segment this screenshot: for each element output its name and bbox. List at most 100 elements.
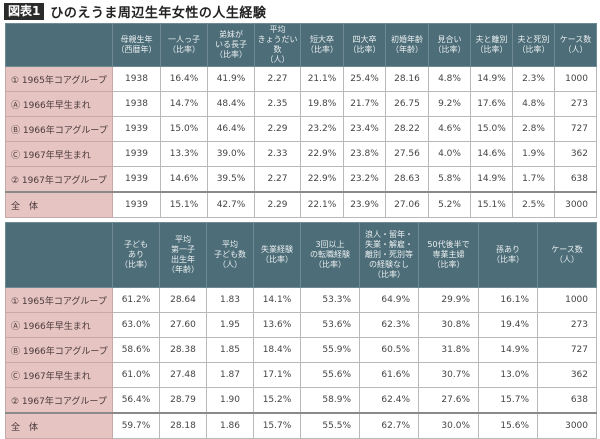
- column-header-line: いる長子: [215, 40, 247, 49]
- table-life-experience-2: 子ども あり （比率） 平均 第一子 出生年 （年齢） 平均 子ども数 （人） 失業経験 （比率） 3回…: [5, 222, 597, 439]
- table-cell: 23.2%: [343, 166, 386, 193]
- table-cell: 46.4%: [207, 116, 255, 142]
- table-cell: 21.7%: [343, 91, 386, 117]
- table-cell: 5.8%: [428, 166, 471, 193]
- row-label: 全 体: [5, 412, 113, 439]
- column-header: 50代後半で 専業主婦 （比率）: [418, 222, 479, 288]
- table-cell: 15.0%: [470, 116, 513, 142]
- column-header: 夫と離別 （比率）: [470, 23, 513, 67]
- column-header-line: （年齢）: [391, 45, 423, 54]
- table-row: Ⓑ 1966年コアグループ 1939 15.0% 46.4% 2.29 23.2% 23.4…: [5, 116, 597, 142]
- table-cell: 42.7%: [207, 191, 255, 218]
- column-header-line: （年齢）: [167, 265, 199, 274]
- row-label: Ⓐ 1966年早生まれ: [5, 312, 113, 338]
- table-cell: 14.6%: [470, 141, 513, 167]
- table-cell: 273: [554, 91, 597, 117]
- table-cell: 61.6%: [359, 362, 419, 388]
- column-header-line: （人）: [563, 45, 588, 54]
- table-cell: 4.6%: [428, 116, 471, 142]
- column-header-line: （比率）: [475, 45, 508, 54]
- table-cell: 48.4%: [207, 91, 255, 117]
- table-cell: 1938: [112, 66, 161, 92]
- table-cell: 15.1%: [160, 191, 208, 218]
- table-cell: 362: [537, 362, 597, 388]
- column-header: 子ども あり （比率）: [112, 222, 160, 288]
- table-cell: 1939: [112, 141, 161, 167]
- table-row: Ⓒ 1967年早生まれ 61.0% 27.48 1.87 17.1% 55.6% 61.6%…: [5, 362, 597, 388]
- figure-title: ひのえうま周辺生年女性の人生経験: [50, 5, 267, 21]
- table-cell: 27.6%: [418, 387, 479, 414]
- column-header-line: 四大卒: [352, 35, 377, 44]
- table-cell: 1939: [112, 116, 161, 142]
- column-header-line: （人）: [265, 55, 290, 64]
- table-cell: 23.2%: [300, 116, 344, 142]
- column-header: 弟妹が いる長子 （比率）: [207, 23, 255, 67]
- header-corner: [5, 222, 113, 288]
- column-header: 四大卒 （比率）: [343, 23, 386, 67]
- column-header: 失業経験 （比率）: [253, 222, 301, 288]
- table-cell: 25.4%: [343, 66, 386, 92]
- table-cell: 13.6%: [253, 312, 301, 338]
- row-label: 全 体: [5, 191, 113, 218]
- table-cell: 1.95: [206, 312, 254, 338]
- column-header-line: 専業主婦: [432, 250, 465, 259]
- table-cell: 13.0%: [478, 362, 538, 388]
- column-header: 孫あり （比率）: [478, 222, 538, 288]
- row-label: Ⓒ 1967年早生まれ: [5, 362, 113, 388]
- table-cell: 15.6%: [478, 412, 538, 439]
- table-cell: 14.9%: [470, 166, 513, 193]
- table-cell: 23.9%: [343, 191, 386, 218]
- column-header-line: 孫あり: [496, 245, 520, 254]
- column-header: ケース数 （人）: [537, 222, 597, 288]
- table-cell: 22.9%: [300, 166, 344, 193]
- figure-badge: 図表1: [4, 2, 45, 20]
- table-cell: 1.85: [206, 337, 254, 363]
- table-cell: 29.9%: [418, 287, 479, 313]
- row-label: ① 1965年コアグループ: [5, 287, 113, 313]
- table-cell: 5.2%: [428, 191, 471, 218]
- column-header-line: 出生年: [171, 255, 195, 264]
- table-cell: 27.48: [159, 362, 207, 388]
- column-header: 平均 きょうだい数 （人）: [254, 23, 301, 67]
- column-header: ケース数 （人）: [554, 23, 597, 67]
- table-cell: 1938: [112, 91, 161, 117]
- table-cell: 727: [537, 337, 597, 363]
- column-header-line: 夫と死別: [517, 35, 550, 44]
- column-header-line: 50代後半で: [427, 240, 470, 249]
- table-cell: 2.33: [254, 141, 301, 167]
- table-cell: 14.9%: [478, 337, 538, 363]
- table-cell: 27.60: [159, 312, 207, 338]
- column-header-line: （比率）: [306, 45, 338, 54]
- table-row: ② 1967年コアグループ 1939 14.6% 39.5% 2.27 22.9% 23.2…: [5, 166, 597, 193]
- column-header: 短大卒 （比率）: [300, 23, 344, 67]
- table-cell: 2.27: [254, 166, 301, 193]
- table-cell: 727: [554, 116, 597, 142]
- table-cell: 14.9%: [470, 66, 513, 92]
- table-cell: 3000: [554, 191, 597, 218]
- table-cell: 1939: [112, 191, 161, 218]
- column-header: 一人っ子 （比率）: [160, 23, 208, 67]
- table-cell: 30.7%: [418, 362, 479, 388]
- table-cell: 17.6%: [470, 91, 513, 117]
- table-cell: 17.1%: [253, 362, 301, 388]
- column-header-line: 浪人・留年・: [365, 230, 413, 239]
- table-cell: 55.9%: [300, 337, 360, 363]
- table-row: ① 1965年コアグループ 1938 16.4% 41.9% 2.27 21.1% 25.4…: [5, 66, 597, 92]
- table-cell: 1.9%: [512, 141, 555, 167]
- column-header-line: 弟妹が: [219, 30, 243, 39]
- table-cell: 18.4%: [253, 337, 301, 363]
- column-header-line: （人）: [218, 260, 242, 269]
- column-header: 3回以上 の転職経験 （比率）: [300, 222, 360, 288]
- column-header-line: （比率）: [373, 270, 405, 279]
- column-header-line: （西暦年）: [116, 45, 157, 54]
- table-cell: 14.7%: [160, 91, 208, 117]
- table-cell: 28.63: [385, 166, 429, 193]
- table-cell: 28.18: [159, 412, 207, 439]
- table-cell: 2.27: [254, 66, 301, 92]
- table-cell: 39.5%: [207, 166, 255, 193]
- column-header-line: （比率）: [433, 45, 466, 54]
- column-header-line: （比率）: [168, 45, 200, 54]
- table-cell: 19.8%: [300, 91, 344, 117]
- table-cell: 15.1%: [470, 191, 513, 218]
- row-label: ② 1967年コアグループ: [5, 387, 113, 414]
